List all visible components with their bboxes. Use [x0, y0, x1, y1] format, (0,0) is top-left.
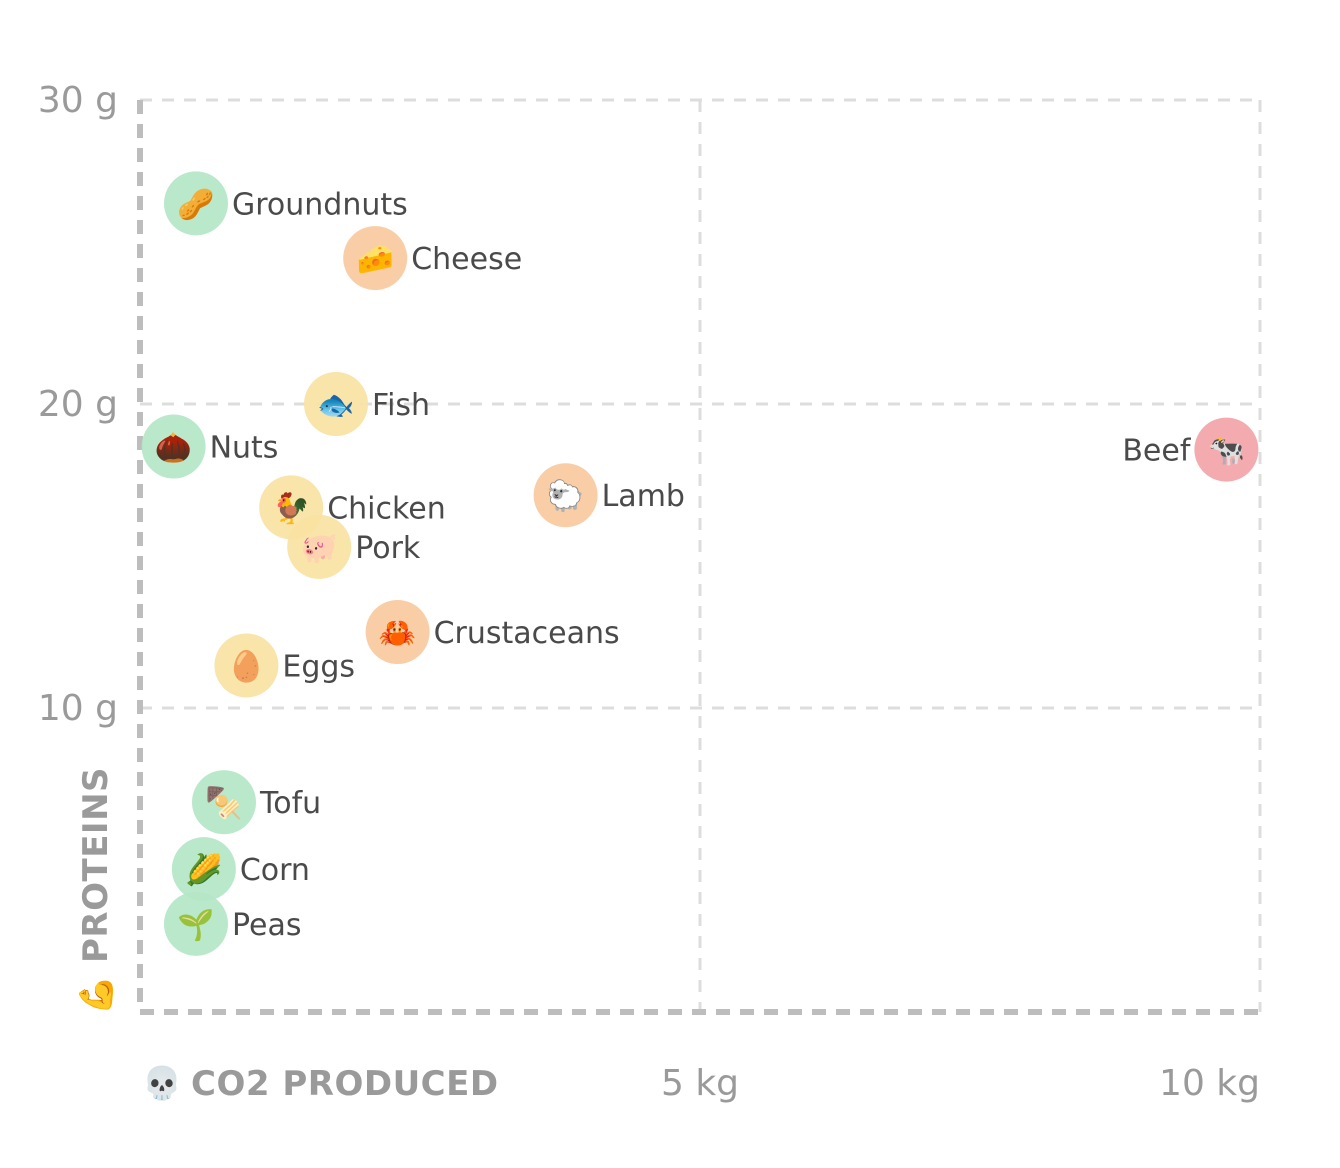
data-point-tofu: 🍢 Tofu	[192, 770, 321, 835]
point-label: Fish	[372, 388, 430, 423]
data-point-groundnuts: 🥜 Groundnuts	[164, 171, 408, 236]
point-label: Groundnuts	[232, 187, 408, 222]
groundnuts-icon: 🥜	[177, 184, 214, 222]
point-marker	[1194, 417, 1259, 482]
point-label: Cheese	[411, 242, 522, 277]
x-tick-label: 5 kg	[661, 1063, 739, 1104]
data-point-nuts: 🌰 Nuts	[141, 414, 279, 479]
fish-icon: 🐟	[317, 388, 354, 423]
cheese-icon: 🧀	[357, 242, 394, 277]
crustaceans-icon: 🦀	[379, 616, 416, 651]
nuts-icon: 🌰	[155, 431, 192, 466]
y-tick-label: 20 g	[38, 384, 118, 425]
point-label: Pork	[355, 531, 421, 566]
pork-icon: 🐖	[301, 531, 338, 566]
beef-icon: 🐄	[1208, 434, 1245, 469]
data-point-pork: 🐖 Pork	[287, 514, 421, 579]
data-point-fish: 🐟 Fish	[304, 372, 430, 436]
x-tick-label: 10 kg	[1159, 1063, 1260, 1104]
data-point-corn: 🌽 Corn	[171, 837, 310, 902]
point-label: Crustaceans	[434, 616, 620, 651]
corn-icon: 🌽	[185, 851, 222, 888]
point-marker	[287, 514, 352, 579]
axis-titles: 💀 CO2 PRODUCED 💪 PROTEINS	[76, 767, 499, 1104]
data-point-lamb: 🐑 Lamb	[533, 463, 685, 528]
point-label: Nuts	[210, 431, 279, 466]
point-label: Beef	[1122, 434, 1191, 469]
point-label: Chicken	[327, 491, 446, 526]
point-marker	[214, 633, 279, 698]
skull-icon: 💀	[142, 1064, 182, 1102]
y-tick-label: 30 g	[38, 80, 118, 121]
point-label: Tofu	[259, 786, 321, 821]
point-marker	[171, 837, 236, 902]
point-marker	[533, 463, 598, 528]
point-marker	[164, 891, 228, 956]
flexed-biceps-icon: 💪	[77, 975, 115, 1015]
data-point-peas: 🌱 Peas	[164, 891, 302, 956]
point-label: Peas	[232, 908, 302, 943]
axes	[137, 100, 1260, 1015]
y-axis-title: PROTEINS	[76, 767, 116, 963]
point-label: Corn	[240, 853, 310, 888]
tick-labels: 10 g 20 g 30 g 5 kg 10 kg	[38, 80, 1260, 1104]
point-marker	[192, 770, 256, 835]
data-point-cheese: 🧀 Cheese	[343, 226, 522, 291]
point-marker	[141, 414, 206, 479]
data-point-chicken: 🐓 Chicken	[259, 475, 446, 540]
point-marker	[164, 171, 228, 236]
point-label: Eggs	[282, 649, 355, 684]
lamb-icon: 🐑	[547, 477, 584, 514]
x-axis-title: CO2 PRODUCED	[191, 1064, 499, 1104]
point-marker	[365, 600, 430, 664]
tofu-icon: 🍢	[205, 785, 242, 821]
point-label: Lamb	[602, 479, 685, 514]
data-point-eggs: 🥚 Eggs	[214, 633, 355, 698]
data-point-crustaceans: 🦀 Crustaceans	[365, 600, 620, 664]
point-marker	[304, 372, 368, 436]
peas-icon: 🌱	[177, 908, 214, 943]
y-tick-label: 10 g	[38, 688, 118, 729]
eggs-icon: 🥚	[228, 648, 265, 684]
data-point-beef: 🐄 Beef	[1122, 417, 1259, 482]
point-marker	[343, 226, 408, 291]
data-points: 🥜 Groundnuts 🧀 Cheese 🐟 Fish 🌰 Nuts 🐄 Beef 🐑 Lamb 🐓 C…	[141, 171, 1259, 956]
